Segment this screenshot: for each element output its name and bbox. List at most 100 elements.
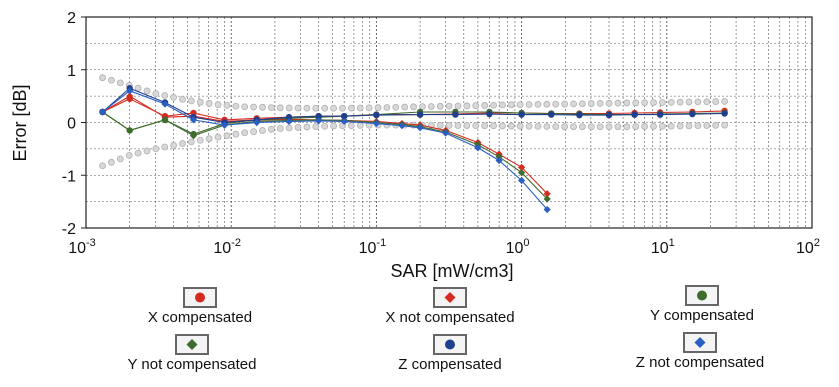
band-lower-marker xyxy=(481,122,489,130)
legend-item-y-not-compensated: Y not compensated xyxy=(62,334,322,373)
band-lower-marker xyxy=(161,143,169,151)
band-lower-marker xyxy=(525,122,533,130)
data-point xyxy=(543,190,551,198)
legend-item-x-compensated: X compensated xyxy=(70,287,330,326)
band-lower-marker xyxy=(499,122,506,130)
data-point xyxy=(416,124,424,132)
band-upper-marker xyxy=(276,104,284,112)
band-upper-marker xyxy=(650,99,657,107)
band-upper-marker xyxy=(605,99,613,107)
band-lower-marker xyxy=(134,149,142,157)
band-lower-marker xyxy=(205,135,213,143)
legend: X compensated X not compensated Y compen… xyxy=(0,283,839,387)
legend-swatch xyxy=(683,332,717,353)
band-upper-marker xyxy=(552,100,560,108)
band-lower-marker xyxy=(712,121,720,129)
band-upper-marker xyxy=(534,100,542,108)
uncertainty-band xyxy=(99,74,728,170)
x-tick-label: 101 xyxy=(651,237,675,257)
band-lower-marker xyxy=(356,122,364,129)
tick-labels: 210-1-210-3 10-2 10-1 100 101 102 xyxy=(62,10,820,257)
band-lower-marker xyxy=(143,147,151,155)
data-point xyxy=(189,132,198,140)
legend-label: Y compensated xyxy=(650,307,754,324)
band-upper-marker xyxy=(419,103,426,111)
band-lower-marker xyxy=(303,123,311,131)
band-lower-marker xyxy=(703,122,711,129)
band-upper-marker xyxy=(570,100,577,108)
band-upper-marker xyxy=(427,103,435,110)
legend-swatch xyxy=(183,287,217,308)
band-lower-marker xyxy=(276,125,284,132)
band-upper-marker xyxy=(481,102,489,109)
band-lower-marker xyxy=(259,127,266,134)
data-point xyxy=(721,110,728,117)
data-point xyxy=(576,111,583,119)
band-lower-marker xyxy=(570,123,577,131)
legend-swatch xyxy=(433,334,467,355)
band-upper-marker xyxy=(623,99,631,107)
band-lower-marker xyxy=(561,123,569,131)
band-lower-marker xyxy=(170,141,178,149)
band-lower-marker xyxy=(650,122,657,130)
legend-label: Y not compensated xyxy=(127,356,257,373)
data-point xyxy=(518,169,526,177)
band-upper-marker xyxy=(516,101,524,108)
band-upper-marker xyxy=(676,98,684,106)
band-lower-marker xyxy=(445,122,453,129)
data-point xyxy=(518,111,525,118)
band-lower-marker xyxy=(472,122,480,130)
band-lower-marker xyxy=(214,133,222,141)
band-upper-marker xyxy=(694,98,702,106)
data-point xyxy=(285,117,293,126)
chart: 210-1-210-3 10-2 10-1 100 101 102 SAR [mW/cm3… xyxy=(10,10,820,281)
band-lower-marker xyxy=(312,123,320,130)
band-upper-marker xyxy=(383,104,391,111)
band-lower-marker xyxy=(179,140,186,147)
legend-item-x-not-compensated: X not compensated xyxy=(320,287,580,326)
band-lower-marker xyxy=(125,152,133,159)
band-upper-marker xyxy=(312,104,320,112)
band-lower-marker xyxy=(596,123,604,131)
band-upper-marker xyxy=(587,100,595,107)
data-point xyxy=(98,108,107,116)
y-tick-label: 2 xyxy=(67,10,76,27)
band-lower-marker xyxy=(108,158,115,166)
band-upper-marker xyxy=(712,98,720,105)
band-upper-marker xyxy=(596,100,604,107)
band-upper-marker xyxy=(703,98,711,106)
band-upper-marker xyxy=(543,100,551,108)
band-upper-marker xyxy=(196,98,204,106)
data-point xyxy=(543,195,551,203)
data-point xyxy=(416,111,424,118)
y-axis-label: Error [dB] xyxy=(10,84,30,161)
data-point xyxy=(253,118,261,127)
data-point xyxy=(548,111,555,118)
band-lower-marker xyxy=(321,122,329,130)
band-upper-marker xyxy=(188,97,195,105)
band-lower-marker xyxy=(285,124,293,132)
band-lower-marker xyxy=(605,123,613,131)
band-upper-marker xyxy=(232,102,240,110)
data-point xyxy=(340,112,348,120)
band-lower-marker xyxy=(685,122,693,130)
band-upper-marker xyxy=(99,74,106,82)
band-upper-marker xyxy=(525,101,533,108)
x-tick-label: 10-3 xyxy=(68,237,96,257)
band-upper-marker xyxy=(330,104,337,112)
data-point xyxy=(486,110,493,118)
data-point xyxy=(315,112,322,120)
band-lower-marker xyxy=(152,145,160,153)
data-point xyxy=(126,87,134,95)
data-point xyxy=(340,117,348,126)
band-upper-marker xyxy=(658,99,666,106)
band-lower-marker xyxy=(116,155,124,163)
band-lower-marker xyxy=(641,123,649,130)
band-upper-marker xyxy=(356,104,364,112)
band-lower-marker xyxy=(534,122,542,130)
band-lower-marker xyxy=(232,130,240,138)
band-upper-marker xyxy=(250,103,258,111)
data-point xyxy=(656,111,664,118)
data-point xyxy=(315,117,323,125)
band-upper-marker xyxy=(641,99,649,107)
